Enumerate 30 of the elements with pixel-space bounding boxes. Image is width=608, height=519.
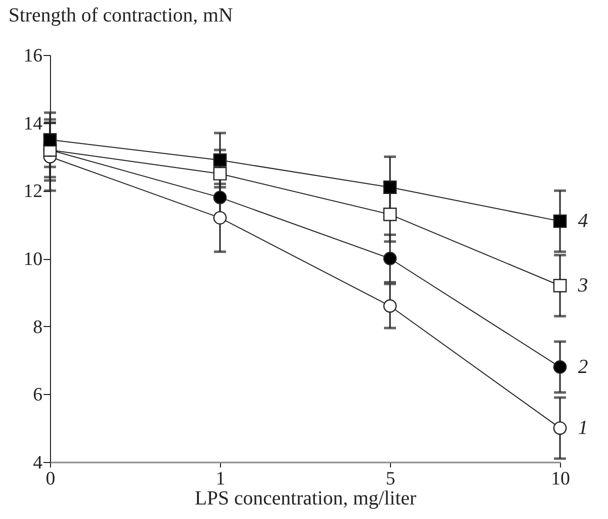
y-tick-label: 6 (33, 384, 42, 406)
point (383, 208, 397, 222)
point (213, 190, 227, 204)
y-tick-label: 8 (33, 316, 42, 338)
y-tick-label: 4 (33, 452, 43, 474)
y-tick-label: 10 (24, 249, 42, 270)
point (213, 166, 227, 180)
y-tick-label: 14 (24, 113, 43, 134)
x-axis-title: LPS concentration, mg/liter (194, 488, 417, 510)
y-tick-label: 16 (24, 46, 42, 66)
y-tick-label: 12 (24, 181, 42, 202)
x-tick-label: 10 (551, 468, 570, 490)
point (383, 252, 397, 266)
point (43, 133, 57, 147)
series-label: 1 (578, 417, 588, 440)
point (553, 421, 567, 435)
point (553, 360, 567, 374)
point (553, 278, 567, 292)
x-tick-label: 5 (386, 468, 396, 490)
point (383, 299, 397, 313)
y-axis-title: Strength of contraction, mN (8, 4, 233, 26)
series-label: 2 (578, 356, 588, 378)
series-label: 4 (578, 210, 588, 232)
point (213, 153, 227, 167)
x-tick-label: 1 (216, 468, 226, 490)
point (383, 180, 397, 194)
point (553, 214, 567, 228)
x-tick-label: 0 (46, 468, 56, 490)
point (213, 211, 227, 225)
series-label: 3 (577, 274, 588, 297)
